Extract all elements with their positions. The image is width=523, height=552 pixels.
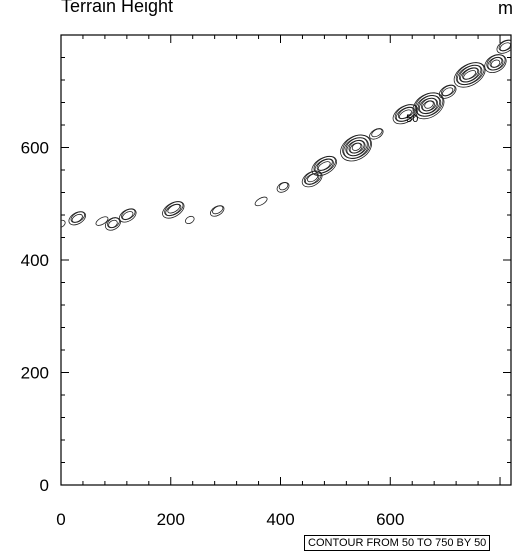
contour-line — [68, 211, 87, 226]
contour-line — [276, 181, 290, 193]
contour-line — [496, 39, 511, 54]
contour-line — [490, 59, 501, 68]
contour-line — [307, 173, 319, 183]
contour-line — [487, 56, 504, 71]
contour-line — [345, 137, 368, 157]
contour-line — [418, 97, 439, 114]
contour-line — [422, 100, 435, 112]
contour-line — [343, 137, 369, 159]
contour-line — [317, 161, 331, 171]
contour-line — [70, 211, 85, 223]
contour-line — [118, 208, 137, 223]
y-tick-label: 0 — [40, 476, 49, 495]
units-label: m — [498, 0, 513, 18]
contour-line — [167, 203, 181, 214]
contour-line — [438, 84, 457, 99]
contour-line — [122, 211, 134, 220]
contour-line — [395, 106, 416, 122]
y-tick-label: 400 — [21, 251, 49, 270]
contour-line — [424, 100, 434, 109]
contour-line — [346, 139, 366, 157]
contour-line — [184, 215, 195, 224]
contour-line — [342, 134, 371, 159]
contour-line — [460, 67, 480, 83]
x-tick-label: 0 — [56, 510, 65, 529]
contour-line — [304, 173, 320, 185]
contour-line — [314, 158, 334, 174]
contour-line — [108, 219, 118, 228]
contour-line — [371, 128, 383, 138]
contour-line — [369, 128, 384, 140]
contour-line — [107, 217, 120, 229]
contour-line — [417, 95, 441, 115]
contour-line — [399, 109, 412, 119]
contour-line — [392, 104, 419, 125]
contour-line — [462, 67, 479, 80]
contour-line — [489, 57, 503, 68]
x-tick-label: 400 — [266, 510, 294, 529]
contour-line — [348, 140, 365, 154]
contour-line — [165, 203, 182, 216]
contour-line — [121, 208, 136, 221]
contour-line — [442, 87, 454, 97]
contour-line — [458, 64, 482, 83]
contour-line — [61, 219, 66, 228]
contour-line — [349, 142, 363, 154]
x-tick-label: 200 — [157, 510, 185, 529]
contour-info-label: CONTOUR FROM 50 TO 750 BY 50 — [304, 535, 491, 551]
contour-line — [212, 205, 224, 215]
contour-line — [210, 205, 225, 217]
contour-line — [412, 92, 445, 120]
contour-line — [71, 213, 83, 223]
x-tick-label: 600 — [376, 510, 404, 529]
contour-line — [254, 196, 268, 207]
contour-line — [414, 92, 444, 117]
contour-line — [340, 134, 372, 162]
contour-line — [316, 158, 333, 171]
plot-frame — [60, 34, 512, 486]
contour-line — [162, 201, 185, 219]
contour-line — [313, 156, 336, 174]
contour-lines — [61, 39, 511, 231]
contour-line — [278, 182, 289, 191]
contour-line — [484, 54, 507, 73]
contour-line — [164, 201, 184, 217]
contour-line — [463, 70, 477, 80]
contour-line — [498, 39, 511, 52]
contour-line — [301, 170, 323, 188]
chart-title: Terrain Height — [61, 0, 174, 16]
contour-line — [441, 84, 456, 97]
contour-line — [311, 155, 337, 177]
contour-line — [351, 142, 362, 151]
contour-line — [95, 216, 109, 226]
contour-line — [455, 62, 485, 86]
contour-line — [486, 54, 506, 71]
contour-line — [456, 64, 483, 85]
contour-line — [104, 217, 121, 231]
contour-level-label: 50 — [406, 113, 418, 125]
y-tick-label: 200 — [21, 364, 49, 383]
contour-line — [499, 42, 511, 52]
contour-line — [415, 95, 442, 117]
contour-line — [421, 97, 437, 112]
y-tick-label: 600 — [21, 139, 49, 158]
